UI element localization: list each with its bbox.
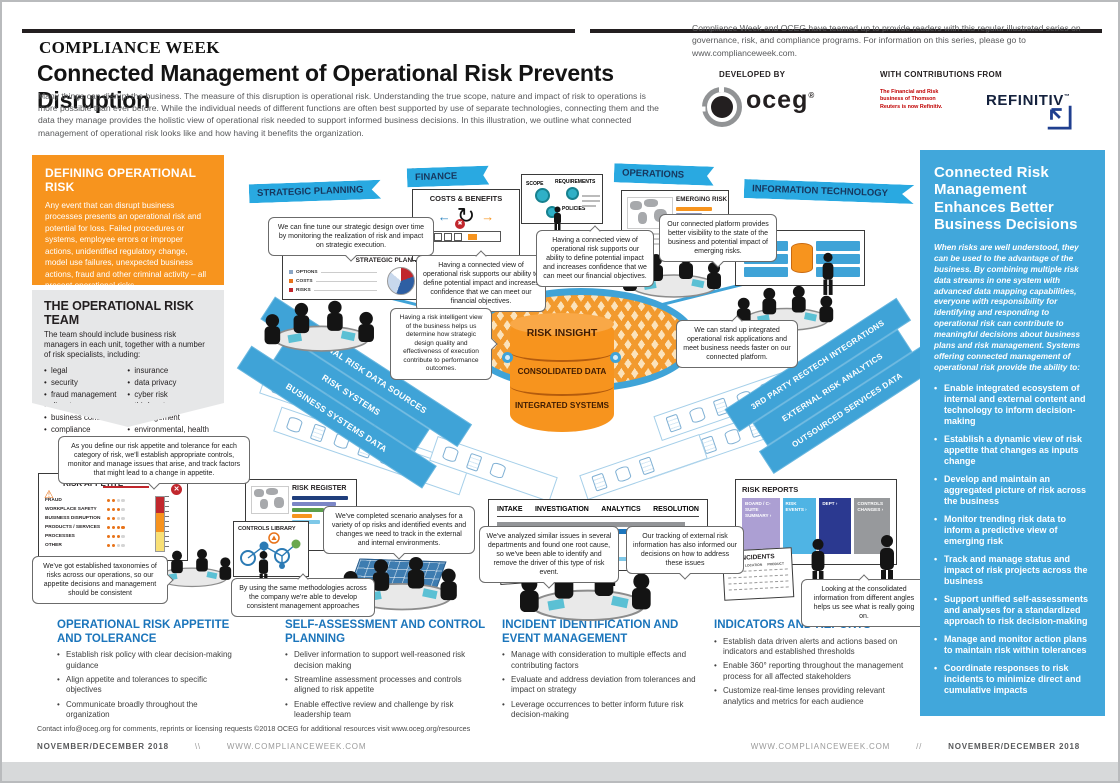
flag-finance: FINANCE (407, 166, 490, 188)
defining-body: Any event that can disrupt business proc… (45, 201, 207, 291)
flag-strategic-planning: STRATEGIC PLANNING (249, 180, 382, 204)
footer-left-url: WWW.COMPLIANCEWEEK.COM (226, 742, 367, 751)
flag-operations: OPERATIONS (614, 163, 715, 185)
strategic-panel-title: STRATEGIC PLANNING (355, 257, 429, 264)
risk-insight-core: RISK INSIGHT CONSOLIDATED DATA INTEGRATE… (510, 313, 614, 432)
callout-it: We can stand up integrated operational r… (676, 320, 798, 369)
callout-risk-intelligent: Having a risk intelligent view of the bu… (390, 308, 492, 380)
core-label-mid: CONSOLIDATED DATA (517, 367, 607, 376)
footer-right-date: NOVEMBER/DECEMBER 2018 (948, 742, 1080, 751)
error-badge-icon: ✖ (455, 219, 465, 229)
footer-left: NOVEMBER/DECEMBER 2018 \\ WWW.COMPLIANCE… (37, 742, 366, 751)
flag-information-technology: INFORMATION TECHNOLOGY (744, 179, 915, 204)
brand-logo: COMPLIANCE WEEK (39, 38, 220, 57)
callout-finance: Having a connected view of operational r… (416, 255, 546, 313)
arrow-left-icon: ← (437, 208, 451, 224)
tab-resolution: RESOLUTION (653, 506, 699, 513)
report-block-risk-events: RISK EVENTS › (782, 498, 817, 554)
section-incident-management: INCIDENT IDENTIFICATION AND EVENT MANAGE… (502, 619, 707, 720)
footer-right: WWW.COMPLIANCEWEEK.COM // NOVEMBER/DECEM… (751, 742, 1080, 751)
contributions-label: WITH CONTRIBUTIONS FROM (880, 70, 1002, 79)
people-meeting-strategic (254, 294, 389, 361)
report-block-board: BOARD / C-SUITE SUMMARY › (742, 498, 780, 554)
connector-knob-left (502, 352, 513, 363)
section-self-assessment: SELF-ASSESSMENT AND CONTROL PLANNING Del… (285, 619, 485, 720)
scope-label: SCOPE (526, 181, 544, 187)
callout-appetite-taxonomy: We've got established taxonomies of risk… (32, 556, 168, 605)
callout-incident-external: Our tracking of external risk informatio… (626, 526, 744, 575)
sidebar-bullets: Enable integrated ecosystem of internal … (934, 383, 1091, 695)
oceg-logo-icon (699, 86, 742, 127)
refinitiv-logo-wordmark: REFINITIV™ (986, 92, 1071, 109)
footer-right-url: WWW.COMPLIANCEWEEK.COM (750, 742, 891, 751)
callout-operations: Our connected platform provides better v… (659, 214, 777, 263)
benefits-sidebar: Connected Risk Management Enhances Bette… (920, 150, 1105, 716)
callout-strategic: We can fine tune our strategic design ov… (268, 217, 434, 257)
world-map-icon (251, 486, 289, 514)
register-panel-title: RISK REGISTER (292, 485, 347, 492)
requirements-label: REQUIREMENTS (555, 179, 596, 185)
scope-node-icon (535, 188, 550, 203)
intro-paragraph: Many things can disrupt the business. Th… (38, 91, 659, 138)
operational-risk-team-box: THE OPERATIONAL RISK TEAM The team shoul… (32, 290, 224, 446)
team-body: The team should include business risk ma… (44, 330, 205, 360)
controls-panel-title: CONTROLS LIBRARY (238, 526, 296, 532)
report-block-dept: DEPT › (819, 498, 852, 554)
section-indicators-reports: INDICATORS AND REPORTS Establish data dr… (714, 619, 914, 707)
callout-reports-angles: Looking at the consolidated information … (801, 579, 927, 628)
developed-by-label: DEVELOPED BY (719, 70, 786, 79)
page-title: Connected Management of Operational Risk… (37, 60, 614, 113)
section-appetite-tolerance: OPERATIONAL RISK APPETITE AND TOLERANCE … (57, 619, 242, 720)
toolbar-icon-strip (431, 231, 501, 242)
about-series-text: Compliance Week and OCEG have teamed up … (692, 23, 1081, 58)
sidebar-title: Connected Risk Management Enhances Bette… (934, 164, 1078, 234)
callout-scenario: We've completed scenario analyses for a … (323, 506, 475, 555)
risk-reports-panel: RISK REPORTS BOARD / C-SUITE SUMMARY › R… (735, 479, 897, 565)
tab-analytics: ANALYTICS (601, 506, 641, 513)
tab-intake: INTAKE (497, 506, 523, 513)
arrow-right-icon: → (481, 208, 495, 224)
emerging-panel-title: EMERGING RISK (676, 196, 728, 203)
defining-title: DEFINING OPERATIONAL RISK (45, 166, 196, 194)
sidebar-intro: When risks are well understood, they can… (934, 242, 1081, 373)
footer-right-separator: // (916, 742, 923, 751)
risk-thermometer-icon (155, 496, 165, 552)
footer-left-date: NOVEMBER/DECEMBER 2018 (37, 742, 169, 751)
server-shelf (579, 434, 708, 500)
top-rule-left (22, 29, 575, 33)
top-rule-right (590, 29, 1102, 33)
refinitiv-note: The Financial and Risk business of Thoms… (880, 89, 943, 110)
refinitiv-logo-icon (1047, 105, 1072, 130)
callout-incident-root: We've analyzed similar issues in several… (479, 526, 619, 584)
threshold-alert-icon: ✕ (171, 484, 182, 495)
reports-panel-title: RISK REPORTS (742, 485, 799, 494)
core-label-top: RISK INSIGHT (526, 327, 598, 339)
callout-methodology: By using the same methodologies across t… (231, 578, 375, 618)
requirements-node-icon (566, 187, 579, 200)
policies-label: POLICIES (562, 206, 586, 212)
contact-line: Contact info@oceg.org for comments, repr… (37, 724, 471, 733)
costs-panel-title: COSTS & BENEFITS (429, 194, 503, 203)
warning-icon: ⚠ (44, 489, 54, 501)
team-title: THE OPERATIONAL RISK TEAM (44, 299, 194, 327)
oceg-logo-wordmark: oceg® (746, 86, 816, 114)
callout-policy: Having a connected view of operational r… (536, 230, 654, 288)
database-icon (791, 243, 813, 273)
page-bottom-edge (2, 761, 1118, 781)
core-label-bottom: INTEGRATED SYSTEMS (514, 401, 609, 410)
tab-investigation: INVESTIGATION (534, 506, 589, 513)
person-presenter-it (818, 252, 838, 298)
pie-chart-icon (387, 267, 415, 295)
defining-operational-risk-box: DEFINING OPERATIONAL RISK Any event that… (32, 155, 224, 290)
connector-knob-right (610, 352, 621, 363)
callout-appetite-define: As you define our risk appetite and tole… (58, 436, 250, 485)
footer-left-separator: \\ (194, 742, 201, 751)
